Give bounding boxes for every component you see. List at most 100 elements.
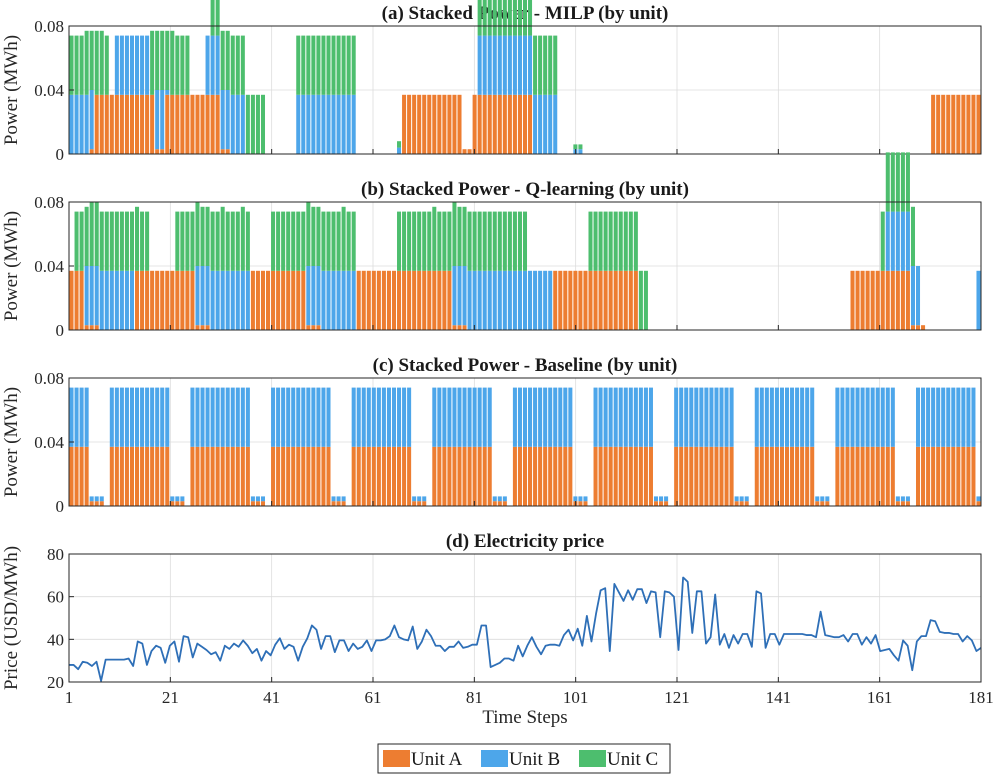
bar-unit-a-step-165 [895, 501, 900, 506]
bar-unit-c-step-74 [437, 211, 442, 271]
bar-unit-b-step-67 [402, 387, 407, 447]
bar-unit-b-step-45 [291, 387, 296, 447]
bar-unit-c-step-90 [517, 211, 522, 271]
bar-unit-c-step-83 [482, 0, 487, 36]
bar-unit-a-step-19 [160, 446, 165, 506]
bar-unit-a-step-80 [467, 149, 472, 154]
bar-unit-b-step-83 [482, 387, 487, 447]
bar-unit-a-step-118 [659, 501, 664, 506]
bar-unit-c-step-83 [482, 211, 487, 271]
bar-unit-a-step-97 [553, 446, 558, 506]
bar-unit-a-step-144 [790, 446, 795, 506]
bar-unit-b-step-7 [99, 270, 104, 330]
bar-unit-a-step-103 [583, 501, 588, 506]
bar-unit-c-step-73 [432, 206, 437, 271]
bar-unit-b-step-28 [205, 266, 210, 326]
bar-unit-b-step-156 [850, 387, 855, 447]
bar-unit-a-step-170 [921, 325, 926, 330]
bar-unit-b-step-105 [593, 387, 598, 447]
bar-unit-a-step-31 [220, 446, 225, 506]
bar-unit-a-step-41 [271, 270, 276, 330]
bar-unit-a-step-79 [462, 149, 467, 154]
bar-unit-a-step-108 [608, 446, 613, 506]
bar-unit-a-step-23 [180, 94, 185, 154]
bar-unit-a-step-15 [140, 446, 145, 506]
bar-unit-a-step-50 [316, 446, 321, 506]
bar-unit-b-step-181 [976, 270, 981, 330]
bar-unit-b-step-51 [321, 94, 326, 154]
bar-unit-b-step-87 [502, 270, 507, 330]
bar-unit-c-step-93 [533, 35, 538, 95]
bar-unit-b-step-22 [175, 496, 180, 502]
bar-unit-a-step-25 [190, 94, 195, 154]
bar-unit-a-step-137 [754, 446, 759, 506]
bar-unit-b-step-15 [140, 35, 145, 95]
bar-unit-c-step-54 [336, 35, 341, 95]
bar-unit-b-step-153 [835, 387, 840, 447]
bar-unit-b-step-26 [195, 266, 200, 326]
bar-unit-c-step-49 [311, 35, 316, 95]
bar-unit-b-step-161 [875, 387, 880, 447]
bar-unit-a-step-160 [870, 446, 875, 506]
bar-unit-a-step-48 [306, 446, 311, 506]
bar-unit-b-step-9 [109, 270, 114, 330]
bar-unit-b-step-118 [659, 496, 664, 502]
bar-unit-a-step-97 [553, 270, 558, 330]
bar-unit-a-step-126 [699, 446, 704, 506]
bar-unit-b-step-86 [497, 35, 502, 95]
bar-unit-a-step-6 [94, 501, 99, 506]
bar-unit-b-step-103 [583, 496, 588, 502]
bar-unit-c-step-43 [281, 211, 286, 271]
bar-unit-b-step-176 [951, 387, 956, 447]
bar-unit-b-step-33 [230, 270, 235, 330]
bar-unit-b-step-106 [598, 387, 603, 447]
bar-unit-a-step-26 [195, 446, 200, 506]
bar-unit-a-step-134 [739, 501, 744, 506]
bar-unit-a-step-108 [608, 270, 613, 330]
bar-unit-a-step-178 [961, 446, 966, 506]
y-tick-label: 80 [47, 545, 64, 564]
bar-unit-c-step-7 [99, 30, 104, 95]
bar-unit-a-step-92 [528, 94, 533, 154]
bar-unit-b-step-5 [89, 496, 94, 502]
legend: Unit A Unit B Unit C [377, 743, 671, 774]
bar-unit-b-step-150 [820, 496, 825, 502]
bar-unit-a-step-19 [160, 149, 165, 154]
bar-unit-c-step-53 [331, 211, 336, 271]
bar-unit-a-step-139 [764, 446, 769, 506]
bar-unit-a-step-115 [643, 446, 648, 506]
bar-unit-b-step-165 [895, 211, 900, 271]
bar-unit-a-step-91 [522, 94, 528, 154]
bar-unit-a-step-12 [124, 446, 129, 506]
bar-unit-b-step-82 [477, 387, 482, 447]
bar-unit-c-step-6 [94, 202, 99, 266]
bar-unit-c-step-38 [255, 94, 260, 154]
bar-unit-b-step-2 [74, 387, 79, 447]
bar-unit-c-step-165 [895, 152, 900, 212]
bar-unit-a-step-161 [875, 270, 880, 330]
bar-unit-b-step-79 [462, 387, 467, 447]
bar-unit-a-step-63 [381, 270, 386, 330]
bar-unit-c-step-91 [522, 0, 528, 36]
bar-unit-b-step-172 [931, 387, 936, 447]
bar-unit-a-step-107 [603, 446, 608, 506]
bar-unit-a-step-16 [145, 94, 150, 154]
bar-unit-a-step-70 [417, 270, 422, 330]
bar-unit-a-step-177 [956, 446, 961, 506]
bar-unit-a-step-76 [447, 270, 452, 330]
bar-unit-a-step-160 [870, 270, 875, 330]
bar-unit-a-step-96 [548, 446, 553, 506]
bar-unit-c-step-105 [593, 211, 598, 271]
bar-unit-b-step-163 [885, 211, 890, 271]
bar-unit-a-step-100 [568, 446, 573, 506]
bar-unit-b-step-30 [215, 270, 220, 330]
bar-unit-b-step-162 [880, 387, 885, 447]
bar-unit-b-step-43 [281, 387, 286, 447]
bar-unit-a-step-71 [422, 94, 427, 154]
bar-unit-b-step-14 [135, 387, 140, 447]
bar-unit-a-step-123 [684, 446, 689, 506]
bar-unit-b-step-55 [341, 94, 346, 154]
bar-unit-a-step-23 [180, 270, 185, 330]
panel-electricity-price: (d) Electricity price 20 40 60 80 Price (USD/… [1, 531, 994, 728]
bar-unit-b-step-83 [482, 35, 487, 95]
